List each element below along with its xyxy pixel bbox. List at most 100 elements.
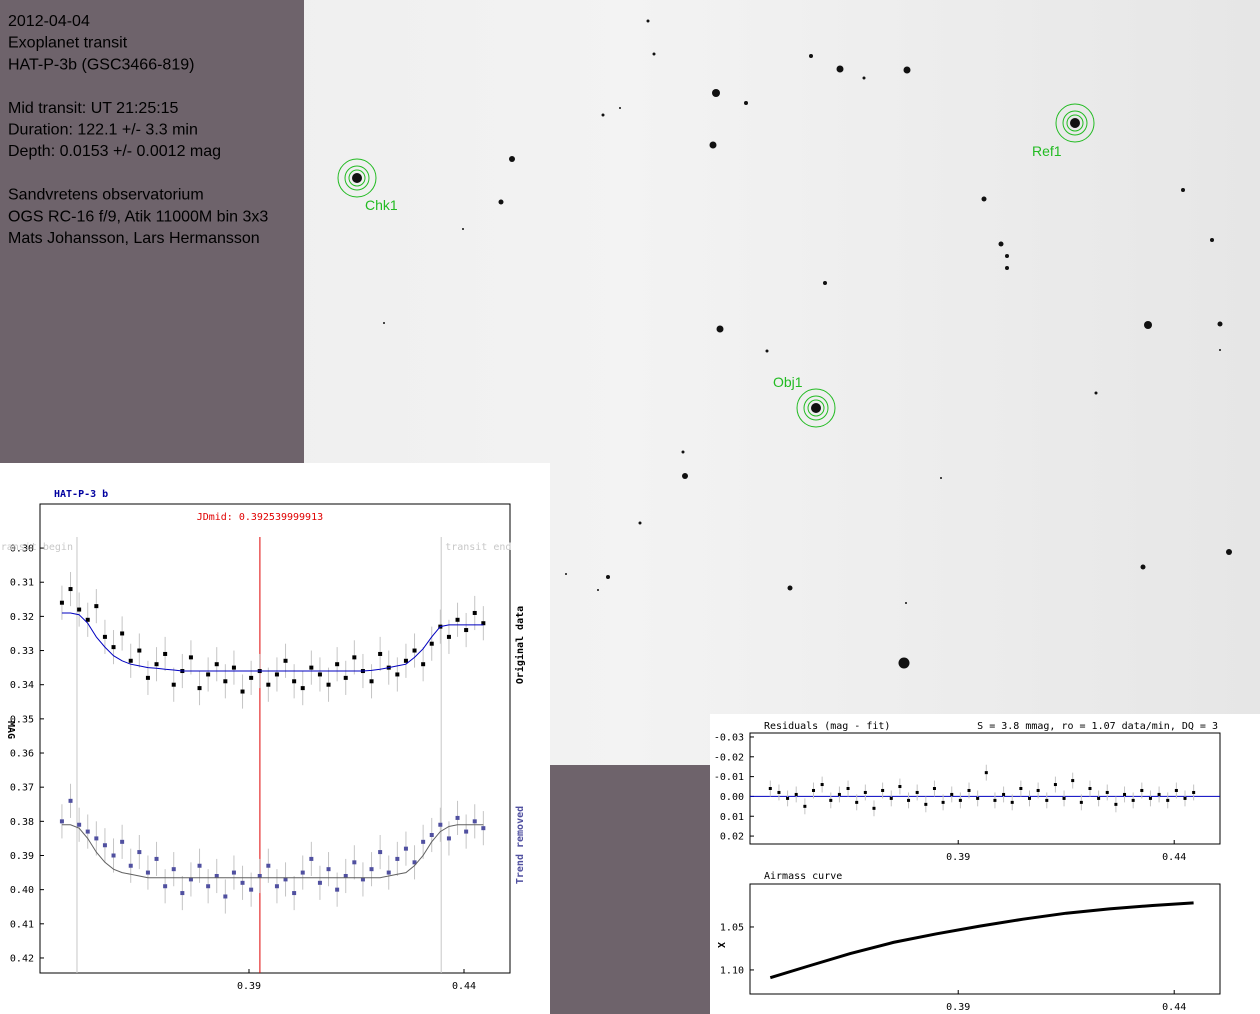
x-tick-label: 0.44 xyxy=(452,981,476,992)
data-point xyxy=(872,806,876,810)
data-point xyxy=(812,788,816,792)
star xyxy=(383,322,385,324)
info-line: Duration: 122.1 +/- 3.3 min xyxy=(8,122,198,139)
fit-line xyxy=(769,901,1194,980)
data-point xyxy=(1148,796,1152,800)
star xyxy=(787,585,793,591)
data-point xyxy=(137,648,142,653)
data-point xyxy=(343,675,348,680)
star xyxy=(619,107,621,109)
data-point xyxy=(102,634,107,639)
data-point xyxy=(369,679,374,684)
data-point xyxy=(214,662,219,667)
data-point xyxy=(455,617,460,622)
data-point xyxy=(231,665,236,670)
star xyxy=(565,573,567,575)
data-point xyxy=(145,870,150,875)
y-tick-label: 0.40 xyxy=(10,885,34,896)
data-point xyxy=(223,679,228,684)
data-point xyxy=(77,822,82,827)
star xyxy=(682,473,688,479)
data-point xyxy=(68,587,73,592)
y-tick-label: 0.01 xyxy=(720,812,744,823)
y-tick-label: 1.05 xyxy=(720,922,744,933)
data-point xyxy=(455,815,460,820)
data-point xyxy=(369,867,374,872)
star xyxy=(1181,188,1185,192)
y-tick-label: 0.41 xyxy=(10,919,34,930)
data-point xyxy=(958,798,962,802)
data-point xyxy=(180,891,185,896)
aperture-label: Ref1 xyxy=(1032,143,1062,159)
aperture-ring xyxy=(796,388,836,428)
plot-frame xyxy=(39,503,511,974)
stars: Chk1 Ref1 Obj1 xyxy=(337,19,1232,669)
star xyxy=(606,575,610,579)
data-point xyxy=(915,790,919,794)
data-point xyxy=(1174,788,1178,792)
data-point xyxy=(283,877,288,882)
star xyxy=(1005,254,1009,258)
star xyxy=(836,65,844,73)
data-point xyxy=(1062,796,1066,800)
data-point xyxy=(421,839,426,844)
data-point xyxy=(300,870,305,875)
data-point xyxy=(223,894,228,899)
marker-label: transit end xyxy=(445,542,511,553)
data-point xyxy=(249,675,254,680)
series-label: Trend removed xyxy=(515,806,526,884)
data-point xyxy=(446,836,451,841)
star xyxy=(709,141,717,149)
data-point xyxy=(240,880,245,885)
data-point xyxy=(1123,792,1127,796)
info-panel xyxy=(0,0,304,463)
data-point xyxy=(85,829,90,834)
x-tick-label: 0.44 xyxy=(1162,1002,1186,1013)
data-point xyxy=(907,798,911,802)
star xyxy=(1094,391,1098,395)
chart-title: HAT-P-3 b xyxy=(54,489,108,500)
star xyxy=(811,403,821,413)
data-point xyxy=(85,617,90,622)
data-point xyxy=(1157,792,1161,796)
fit-line xyxy=(61,824,484,879)
data-point xyxy=(214,873,219,878)
data-point xyxy=(120,839,125,844)
aperture-ring xyxy=(1062,110,1088,136)
star xyxy=(646,19,650,23)
marker-label: JDmid: 0.392539999913 xyxy=(197,512,323,523)
info-line: OGS RC-16 f/9, Atik 11000M bin 3x3 xyxy=(8,208,268,225)
chart: Airmass curve 1.05 1.10 0.39 0.44 X xyxy=(715,871,1221,1013)
y-tick-label: 1.10 xyxy=(720,965,744,976)
aperture-ring xyxy=(337,158,377,198)
x-tick-label: 0.39 xyxy=(237,981,261,992)
y-tick-label: 0.31 xyxy=(10,578,34,589)
data-point xyxy=(128,658,133,663)
y-tick-label: 0.33 xyxy=(10,646,34,657)
data-point xyxy=(266,682,271,687)
data-point xyxy=(932,787,936,790)
aperture-ring xyxy=(803,395,829,421)
star xyxy=(1144,321,1152,329)
data-point xyxy=(240,689,245,694)
data-point xyxy=(266,863,271,868)
star xyxy=(712,89,720,97)
data-point xyxy=(403,658,408,663)
data-point xyxy=(421,662,426,667)
data-point xyxy=(1079,800,1083,804)
x-tick-label: 0.44 xyxy=(1162,852,1186,863)
data-point xyxy=(378,850,383,855)
chart: HAT-P-3 b 0.30 0.31 0.32 0.33 0.34 0.35 0.36 0.3… xyxy=(0,489,526,992)
data-point xyxy=(206,672,211,677)
y-tick-label: 0.38 xyxy=(10,817,34,828)
data-point xyxy=(950,792,954,796)
data-point xyxy=(1010,800,1014,804)
star xyxy=(744,101,748,105)
data-point xyxy=(120,631,125,636)
star xyxy=(638,521,642,525)
data-point xyxy=(820,783,824,787)
data-point xyxy=(352,655,357,660)
data-point xyxy=(1002,792,1006,796)
data-point xyxy=(188,655,193,660)
data-point xyxy=(1183,796,1187,800)
